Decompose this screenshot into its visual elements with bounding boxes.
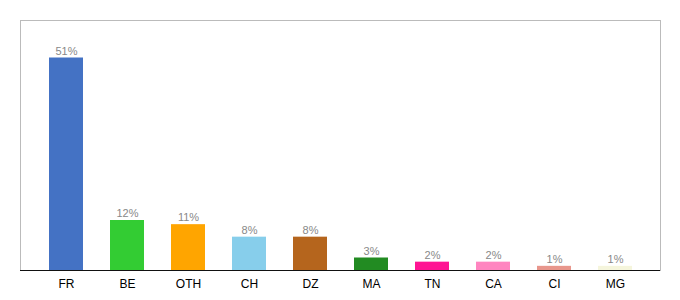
svg-text:2%: 2% [425, 249, 441, 261]
svg-text:51%: 51% [55, 45, 77, 57]
svg-text:CI: CI [549, 277, 561, 291]
svg-text:DZ: DZ [303, 277, 319, 291]
svg-text:2%: 2% [486, 249, 502, 261]
svg-text:MG: MG [606, 277, 625, 291]
svg-text:MA: MA [363, 277, 381, 291]
svg-text:CH: CH [241, 277, 258, 291]
svg-text:3%: 3% [364, 245, 380, 257]
svg-text:FR: FR [59, 277, 75, 291]
svg-text:12%: 12% [116, 207, 138, 219]
svg-text:BE: BE [119, 277, 135, 291]
svg-text:OTH: OTH [176, 277, 201, 291]
svg-text:TN: TN [425, 277, 441, 291]
svg-text:8%: 8% [303, 224, 319, 236]
svg-text:8%: 8% [242, 224, 258, 236]
svg-text:1%: 1% [608, 253, 624, 265]
svg-text:11%: 11% [178, 211, 199, 223]
svg-text:CA: CA [485, 277, 502, 291]
svg-text:1%: 1% [547, 253, 563, 265]
